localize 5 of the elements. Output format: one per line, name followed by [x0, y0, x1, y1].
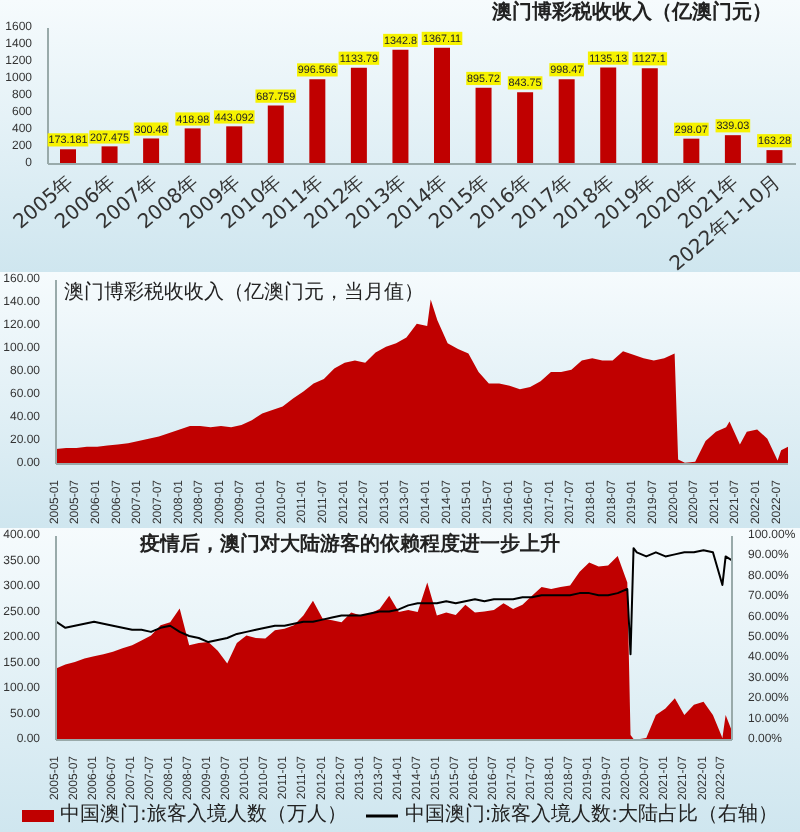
chart-title: 疫情后，澳门对大陆游客的依赖程度进一步上升: [140, 534, 560, 558]
chart-title: 澳门博彩税收收入（亿澳门元，当月值）: [64, 282, 424, 306]
chart-title: 澳门博彩税收收入（亿澳门元）: [492, 2, 772, 26]
legend-label: 中国澳门:旅客入境人数（万人）: [59, 804, 347, 828]
legend-label: 中国澳门:旅客入境人数:大陆占比（右轴）: [404, 804, 779, 828]
